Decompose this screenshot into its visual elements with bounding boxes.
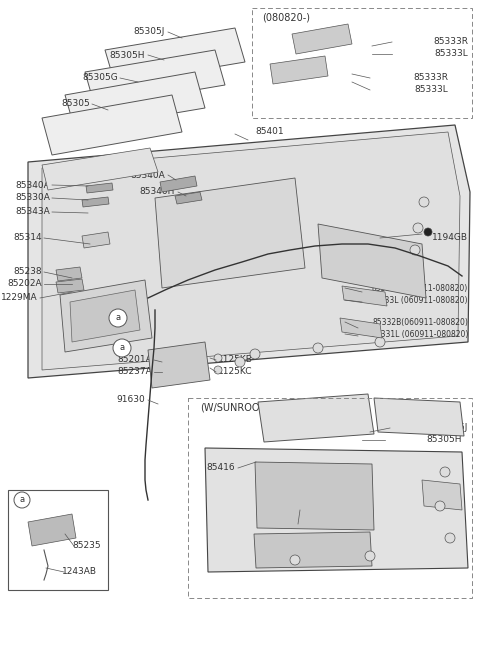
Polygon shape — [340, 318, 382, 338]
Circle shape — [113, 339, 131, 357]
Circle shape — [445, 533, 455, 543]
Polygon shape — [28, 125, 470, 378]
Text: a: a — [19, 495, 24, 505]
Polygon shape — [42, 95, 182, 155]
Text: 85333L (060911-080820): 85333L (060911-080820) — [371, 295, 468, 305]
Circle shape — [424, 228, 432, 236]
Text: 85333L: 85333L — [434, 50, 468, 58]
Polygon shape — [105, 28, 245, 84]
Text: 85305J: 85305J — [133, 27, 165, 37]
Text: 1194GB: 1194GB — [432, 234, 468, 242]
Circle shape — [440, 467, 450, 477]
Polygon shape — [86, 183, 113, 193]
Circle shape — [419, 197, 429, 207]
Text: 85331L (060911-080820): 85331L (060911-080820) — [371, 329, 468, 339]
Circle shape — [375, 337, 385, 347]
Text: 85305G: 85305G — [82, 74, 118, 82]
Polygon shape — [258, 394, 374, 442]
Text: a: a — [22, 493, 27, 503]
Circle shape — [313, 343, 323, 353]
Circle shape — [250, 349, 260, 359]
Text: 85305H: 85305H — [427, 436, 462, 444]
Text: 1229MA: 1229MA — [1, 293, 38, 303]
Circle shape — [290, 555, 300, 565]
Polygon shape — [70, 290, 140, 342]
Bar — [188, 398, 472, 598]
Polygon shape — [175, 192, 202, 204]
Polygon shape — [42, 132, 460, 370]
Polygon shape — [205, 448, 468, 572]
Text: a: a — [120, 343, 125, 353]
Text: 85305H: 85305H — [109, 50, 145, 60]
Polygon shape — [292, 24, 352, 54]
Text: 85416: 85416 — [206, 463, 235, 473]
Polygon shape — [148, 342, 210, 388]
Circle shape — [14, 492, 30, 508]
Text: 85401: 85401 — [256, 127, 284, 137]
Text: 85401: 85401 — [298, 503, 326, 513]
Text: 1125KB: 1125KB — [218, 355, 253, 365]
Polygon shape — [160, 176, 197, 192]
Text: 85340H: 85340H — [140, 187, 175, 197]
Circle shape — [435, 501, 445, 511]
Text: 85333R: 85333R — [433, 37, 468, 46]
Circle shape — [214, 354, 222, 362]
Text: 85340A: 85340A — [15, 181, 50, 189]
Polygon shape — [374, 398, 464, 436]
Text: (080820-): (080820-) — [262, 13, 310, 23]
Polygon shape — [65, 72, 205, 130]
Text: a: a — [115, 313, 120, 323]
Text: 1243AB: 1243AB — [62, 568, 97, 576]
Polygon shape — [42, 148, 158, 190]
Text: 85333R: 85333R — [413, 74, 448, 82]
Text: 85332B(060911-080820): 85332B(060911-080820) — [372, 317, 468, 327]
Polygon shape — [60, 280, 152, 352]
Text: 85201A: 85201A — [117, 355, 152, 365]
Text: 85238: 85238 — [13, 268, 42, 276]
Polygon shape — [422, 480, 462, 510]
Polygon shape — [82, 197, 109, 207]
Text: 85330A: 85330A — [15, 193, 50, 203]
Text: 85314: 85314 — [13, 234, 42, 242]
Polygon shape — [342, 286, 387, 306]
Polygon shape — [56, 279, 84, 293]
Polygon shape — [270, 56, 328, 84]
Text: 85305: 85305 — [61, 100, 90, 108]
Polygon shape — [155, 178, 305, 288]
Polygon shape — [318, 224, 426, 298]
Text: 85343A: 85343A — [15, 207, 50, 216]
Text: 85305J: 85305J — [437, 424, 468, 432]
Text: (W/SUNROOF): (W/SUNROOF) — [200, 403, 269, 413]
Text: 85333R(060911-080820): 85333R(060911-080820) — [372, 284, 468, 293]
Circle shape — [365, 551, 375, 561]
Text: 85235: 85235 — [72, 542, 101, 550]
Text: 85333L: 85333L — [414, 86, 448, 94]
Polygon shape — [255, 462, 374, 530]
Circle shape — [410, 245, 420, 255]
Polygon shape — [56, 267, 82, 281]
Circle shape — [235, 357, 245, 367]
Circle shape — [214, 366, 222, 374]
Polygon shape — [82, 232, 110, 248]
Text: 85237A: 85237A — [117, 367, 152, 376]
Polygon shape — [28, 514, 76, 546]
Circle shape — [413, 223, 423, 233]
Bar — [252, 8, 472, 118]
Text: 85340A: 85340A — [130, 171, 165, 179]
Circle shape — [109, 309, 127, 327]
Text: 1125KC: 1125KC — [218, 367, 252, 376]
Polygon shape — [85, 50, 225, 107]
Polygon shape — [254, 532, 372, 568]
Text: 91630: 91630 — [116, 396, 145, 404]
Text: 85202A: 85202A — [7, 280, 42, 288]
Bar — [8, 490, 108, 590]
